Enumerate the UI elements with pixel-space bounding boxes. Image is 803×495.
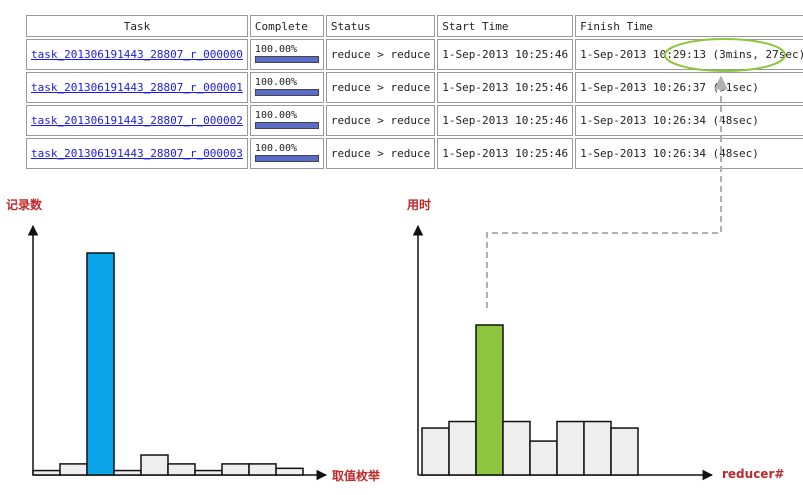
complete-cell: 100.00%: [249, 72, 324, 103]
start-time-cell: 1-Sep-2013 10:25:46: [437, 39, 574, 70]
status-cell: reduce > reduce: [325, 39, 436, 70]
left-chart-bar-2: [86, 252, 115, 476]
right-chart-bar-0: [421, 427, 450, 476]
task-link[interactable]: task_201306191443_28807_r_000002: [31, 114, 243, 127]
task-cell: task_201306191443_28807_r_000000: [26, 39, 248, 70]
right-chart-bars: [421, 324, 639, 476]
progress-bar: [254, 89, 319, 96]
progress-bar: [254, 56, 319, 63]
left-chart-bar-5: [167, 463, 196, 476]
right-chart-bar-5: [556, 420, 585, 476]
progress-fill: [255, 156, 318, 161]
right-chart-bar-2: [475, 324, 504, 476]
right-chart-bar-7: [610, 427, 639, 476]
left-chart-bar-7: [221, 463, 250, 476]
table-row: task_201306191443_28807_r_000001 100.00%…: [26, 72, 803, 103]
left-chart-bar-6: [194, 469, 223, 476]
header-finish-time: Finish Time: [575, 15, 803, 37]
right-chart-bar-1: [448, 420, 477, 476]
right-chart-bar-4: [529, 440, 558, 476]
table-row: task_201306191443_28807_r_000002 100.00%…: [26, 105, 803, 136]
table-header-row: Task Complete Status Start Time Finish T…: [26, 15, 803, 37]
task-cell: task_201306191443_28807_r_000001: [26, 72, 248, 103]
right-chart-xlabel: reducer#: [722, 467, 785, 481]
left-chart-xlabel: 取值枚举: [332, 469, 381, 483]
finish-time-cell: 1-Sep-2013 10:26:34 (48sec): [575, 138, 803, 169]
right-chart-bar-6: [583, 420, 612, 476]
table-row: task_201306191443_28807_r_000003 100.00%…: [26, 138, 803, 169]
complete-cell: 100.00%: [249, 105, 324, 136]
left-chart-bar-0: [32, 469, 61, 476]
complete-percent: 100.00%: [254, 44, 298, 55]
finish-time-cell: 1-Sep-2013 10:26:34 (48sec): [575, 105, 803, 136]
progress-fill: [255, 57, 318, 62]
progress-fill: [255, 123, 318, 128]
right-chart-bar-3: [502, 420, 531, 476]
left-chart-bar-3: [113, 469, 142, 476]
task-link[interactable]: task_201306191443_28807_r_000001: [31, 81, 243, 94]
start-time-cell: 1-Sep-2013 10:25:46: [437, 138, 574, 169]
progress-bar: [254, 122, 319, 129]
finish-time-cell: 1-Sep-2013 10:29:13 (3mins, 27sec): [575, 39, 803, 70]
left-chart-bars: [32, 252, 304, 476]
task-cell: task_201306191443_28807_r_000003: [26, 138, 248, 169]
task-link[interactable]: task_201306191443_28807_r_000003: [31, 147, 243, 160]
start-time-cell: 1-Sep-2013 10:25:46: [437, 105, 574, 136]
status-cell: reduce > reduce: [325, 72, 436, 103]
header-status: Status: [325, 15, 436, 37]
left-chart-ylabel: 记录数: [6, 198, 43, 212]
finish-time-highlight-ellipse: [664, 38, 786, 72]
complete-cell: 100.00%: [249, 39, 324, 70]
right-chart-ylabel: 用时: [407, 198, 432, 212]
complete-percent: 100.00%: [254, 110, 298, 121]
complete-percent: 100.00%: [254, 143, 298, 154]
start-time-cell: 1-Sep-2013 10:25:46: [437, 72, 574, 103]
task-link[interactable]: task_201306191443_28807_r_000000: [31, 48, 243, 61]
complete-percent: 100.00%: [254, 77, 298, 88]
connector-dashed-line: [486, 75, 728, 308]
task-table: Task Complete Status Start Time Finish T…: [24, 13, 803, 171]
header-start-time: Start Time: [437, 15, 574, 37]
left-chart-bar-9: [275, 467, 304, 476]
progress-fill: [255, 90, 318, 95]
progress-bar: [254, 155, 319, 162]
complete-cell: 100.00%: [249, 138, 324, 169]
table-row: task_201306191443_28807_r_000000 100.00%…: [26, 39, 803, 70]
left-chart-bar-1: [59, 463, 88, 476]
header-complete: Complete: [249, 15, 324, 37]
left-chart-bar-8: [248, 463, 277, 476]
header-task: Task: [26, 15, 248, 37]
status-cell: reduce > reduce: [325, 138, 436, 169]
status-cell: reduce > reduce: [325, 105, 436, 136]
task-cell: task_201306191443_28807_r_000002: [26, 105, 248, 136]
left-chart-bar-4: [140, 454, 169, 476]
